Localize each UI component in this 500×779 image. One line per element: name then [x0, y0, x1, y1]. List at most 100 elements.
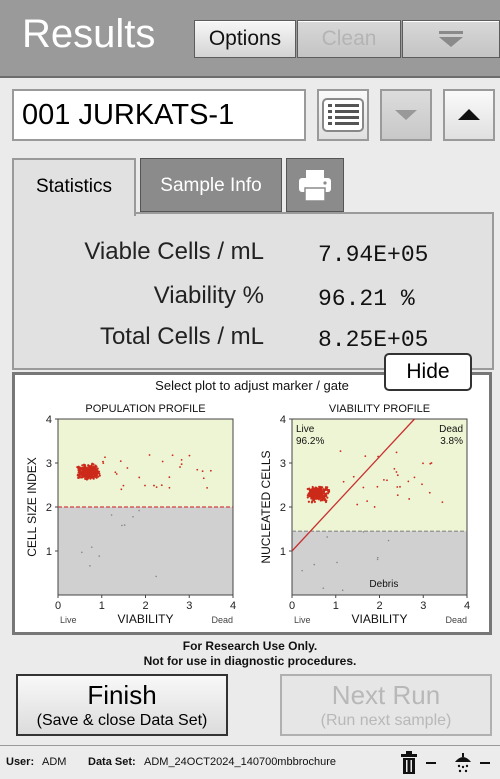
- chevron-up-icon: [458, 109, 480, 120]
- cell-point: [319, 495, 322, 498]
- debris-point: [123, 524, 126, 526]
- menu-dropdown-button[interactable]: [402, 20, 500, 58]
- cell-point: [102, 460, 104, 463]
- next-sample-down-button[interactable]: [380, 89, 432, 141]
- cell-point: [396, 486, 399, 488]
- live-percent: 96.2%: [296, 436, 324, 447]
- shower-clean-icon[interactable]: [452, 750, 474, 776]
- cell-point: [98, 474, 101, 477]
- minus-icon[interactable]: [480, 762, 490, 764]
- cell-point: [318, 489, 321, 492]
- cell-point: [308, 488, 311, 492]
- cell-point: [429, 462, 432, 465]
- cell-point: [311, 500, 314, 503]
- debris-point: [81, 551, 83, 554]
- cell-point: [180, 463, 183, 466]
- next-run-title: Next Run: [331, 680, 441, 710]
- research-use-notice: For Research Use Only.: [182, 639, 318, 653]
- cell-point: [171, 454, 174, 457]
- cell-point: [306, 487, 309, 491]
- sample-list-button[interactable]: [317, 89, 369, 141]
- cell-point: [88, 472, 91, 476]
- diagnostic-notice: Not for use in diagnostic procedures.: [143, 654, 357, 668]
- cell-point: [407, 480, 410, 483]
- cell-point: [88, 476, 92, 479]
- cell-point: [90, 465, 93, 468]
- cell-point: [408, 498, 411, 500]
- cell-point: [161, 460, 164, 463]
- debris-point: [98, 555, 101, 557]
- population-profile-plot[interactable]: 0 1 2 3 4 1 2 3 4 POPULATION PROFILE VIABILITY Live…: [25, 403, 236, 626]
- cell-point: [86, 474, 89, 477]
- cell-point: [126, 467, 129, 469]
- x-tick-label: 4: [464, 600, 470, 612]
- cell-point: [93, 470, 96, 473]
- print-button[interactable]: [286, 158, 344, 212]
- cell-point: [325, 492, 328, 495]
- tab-statistics[interactable]: Statistics: [12, 158, 136, 216]
- cell-point: [83, 468, 87, 471]
- cell-point: [90, 468, 93, 472]
- cell-point: [377, 455, 379, 458]
- y-tick-label: 1: [46, 546, 52, 558]
- debris-point: [110, 514, 113, 516]
- sample-name-field[interactable]: 001 JURKATS-1: [12, 89, 306, 141]
- cell-point: [396, 494, 399, 497]
- cell-point: [314, 489, 317, 492]
- y-tick-label: 2: [46, 502, 52, 514]
- cell-point: [83, 474, 86, 477]
- cell-point: [209, 469, 212, 472]
- user-value: ADM: [42, 756, 67, 768]
- cell-point: [320, 487, 323, 491]
- minus-icon[interactable]: [426, 762, 436, 764]
- cell-point: [144, 484, 146, 487]
- debris-point: [132, 515, 134, 518]
- cell-point: [95, 468, 98, 471]
- total-cells-value: 8.25E+05: [318, 327, 429, 353]
- previous-sample-up-button[interactable]: [443, 89, 495, 141]
- debris-point: [387, 539, 390, 542]
- debris-label: Debris: [369, 579, 398, 590]
- cell-point: [179, 466, 181, 468]
- finish-subtitle: (Save & close Data Set): [36, 712, 208, 729]
- plots-canvas[interactable]: Select plot to adjust marker / gate 0 1 2 3…: [15, 375, 489, 632]
- cell-point: [311, 494, 314, 497]
- viability-profile-plot[interactable]: 0 1 2 3 4 1 2 3 4 VIABILITY PROFILE VIABILITY Live D…: [259, 403, 470, 626]
- cell-point: [104, 456, 106, 459]
- list-icon: [322, 98, 364, 132]
- cell-point: [114, 471, 117, 474]
- cell-point: [310, 497, 313, 500]
- status-footer: User: ADM Data Set: ADM_24OCT2024_140700…: [0, 745, 500, 779]
- cell-point: [138, 476, 141, 479]
- cell-point: [326, 496, 329, 499]
- cell-point: [91, 473, 94, 476]
- cell-point: [323, 497, 327, 501]
- trash-icon[interactable]: [398, 750, 420, 776]
- cell-point: [362, 486, 365, 489]
- cell-point: [168, 486, 171, 489]
- dataset-value: ADM_24OCT2024_140700mbbrochure: [144, 756, 337, 768]
- debris-point: [313, 563, 316, 566]
- cell-point: [89, 470, 92, 473]
- cell-point: [85, 470, 88, 473]
- debris-point: [89, 565, 91, 567]
- tab-sample-info[interactable]: Sample Info: [140, 158, 282, 212]
- debris-point: [322, 587, 325, 589]
- debris-point: [341, 589, 344, 592]
- cell-point: [180, 458, 183, 461]
- x-tick-label: 1: [99, 600, 105, 612]
- cell-point: [322, 494, 325, 498]
- clean-button[interactable]: Clean: [297, 20, 401, 58]
- cell-point: [395, 451, 398, 454]
- cell-point: [95, 476, 98, 479]
- cell-point: [376, 485, 379, 488]
- cell-point: [324, 486, 328, 489]
- cell-point: [307, 492, 310, 495]
- hide-button[interactable]: Hide: [384, 353, 472, 391]
- cell-point: [318, 485, 321, 488]
- cell-point: [168, 476, 171, 479]
- next-run-button[interactable]: Next Run (Run next sample): [280, 674, 492, 736]
- options-button[interactable]: Options: [194, 20, 296, 58]
- cell-point: [339, 450, 342, 453]
- finish-button[interactable]: Finish (Save & close Data Set): [16, 674, 228, 736]
